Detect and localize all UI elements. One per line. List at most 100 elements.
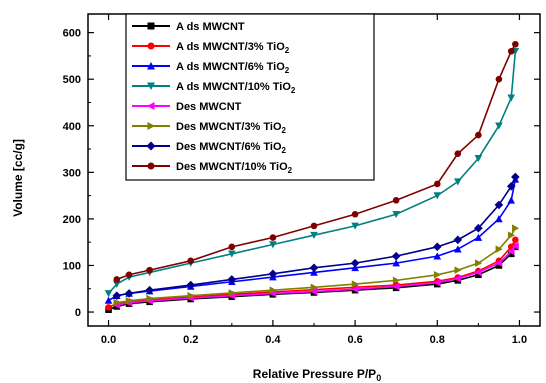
data-point — [105, 304, 112, 311]
data-point — [495, 215, 503, 223]
legend-entry: A ds MWCNT/3% TiO2 — [132, 41, 290, 55]
data-point — [309, 263, 319, 273]
data-point — [512, 224, 520, 233]
series-line — [108, 239, 517, 309]
x-tick-label: 0.0 — [101, 334, 116, 346]
data-point — [392, 276, 400, 285]
y-tick-label: 600 — [63, 28, 81, 40]
data-point — [124, 289, 134, 298]
data-point — [512, 236, 519, 244]
data-point — [125, 271, 133, 279]
data-point — [227, 275, 237, 284]
data-point — [453, 235, 463, 245]
data-point — [433, 278, 441, 287]
legend-label: Des MWCNT/3% TiO2 — [176, 121, 287, 135]
legend-marker — [147, 22, 155, 30]
data-point — [269, 241, 277, 249]
legend-entry: Des MWCNT — [132, 101, 242, 113]
y-axis-label: Volume [cc/g] — [11, 139, 25, 217]
data-point — [186, 280, 196, 290]
data-point — [351, 222, 359, 230]
data-point — [507, 196, 516, 204]
data-point — [495, 245, 503, 253]
data-point — [351, 285, 359, 294]
x-tick-label: 1.0 — [512, 334, 527, 346]
data-point — [507, 47, 515, 55]
data-point — [310, 222, 318, 230]
data-point — [310, 283, 318, 292]
series-7 — [112, 172, 520, 301]
data-point — [433, 252, 442, 260]
legend-entry: A ds MWCNT/6% TiO2 — [132, 61, 290, 75]
data-point — [454, 266, 462, 274]
data-point — [269, 286, 277, 294]
data-point — [146, 266, 153, 274]
legend-marker — [147, 42, 155, 50]
data-point — [512, 40, 519, 48]
data-point — [268, 269, 278, 279]
data-point — [228, 243, 236, 251]
data-point — [506, 181, 516, 191]
data-point — [391, 251, 401, 261]
legend-box — [125, 13, 375, 181]
data-point — [351, 210, 359, 218]
x-tick-label: 0.2 — [183, 334, 198, 346]
x-tick-label: 0.6 — [347, 334, 362, 346]
data-point — [113, 298, 121, 307]
legend-label: Des MWCNT/6% TiO2 — [176, 141, 287, 155]
y-tick-label: 0 — [75, 307, 81, 319]
data-point — [104, 290, 113, 298]
data-point — [475, 271, 482, 279]
data-point — [392, 196, 400, 204]
data-point — [392, 210, 400, 219]
data-point — [507, 247, 515, 256]
legend-entry: Des MWCNT/10% TiO2 — [132, 161, 293, 175]
data-point — [351, 280, 359, 288]
data-point — [511, 242, 519, 250]
data-point — [454, 274, 462, 283]
legend: A ds MWCNT A ds MWCNT/3% TiO2 A ds MWCNT/6… — [125, 13, 375, 181]
legend-entry: Des MWCNT/6% TiO2 — [132, 141, 287, 155]
legend-entry: A ds MWCNT — [132, 21, 245, 33]
data-point — [454, 245, 462, 253]
data-point — [433, 180, 441, 188]
x-tick-label: 0.8 — [430, 334, 445, 346]
data-point — [145, 285, 154, 295]
data-point — [392, 259, 400, 267]
data-point — [474, 223, 483, 233]
legend-marker — [147, 102, 155, 110]
data-point — [125, 297, 133, 305]
data-point — [495, 122, 503, 130]
series-6 — [113, 224, 520, 307]
data-point — [310, 287, 318, 296]
series-8 — [113, 40, 519, 283]
series-line — [107, 51, 517, 294]
x-tick-label: 0.4 — [265, 334, 281, 346]
data-point — [350, 258, 360, 268]
data-point — [495, 262, 503, 269]
legend-label: A ds MWCNT/10% TiO2 — [176, 81, 296, 95]
data-point — [228, 250, 236, 258]
data-point — [454, 150, 462, 158]
legend-label: A ds MWCNT/6% TiO2 — [176, 61, 290, 75]
y-tick-label: 100 — [63, 260, 81, 272]
legend-marker — [146, 141, 156, 151]
y-tick-label: 200 — [63, 214, 81, 226]
data-point — [507, 250, 515, 258]
data-point — [113, 276, 121, 283]
data-point — [310, 231, 318, 239]
data-point — [474, 233, 483, 241]
data-point — [494, 200, 504, 210]
data-point — [146, 294, 154, 303]
legend-label: Des MWCNT/10% TiO2 — [176, 161, 293, 175]
data-point — [495, 259, 503, 267]
data-point — [433, 270, 442, 279]
y-tick-label: 400 — [63, 121, 81, 133]
data-point — [351, 263, 359, 272]
legend-entry: A ds MWCNT/10% TiO2 — [132, 81, 296, 95]
legend-marker — [147, 62, 155, 70]
data-point — [104, 296, 113, 304]
data-point — [228, 289, 236, 297]
data-point — [392, 282, 400, 291]
